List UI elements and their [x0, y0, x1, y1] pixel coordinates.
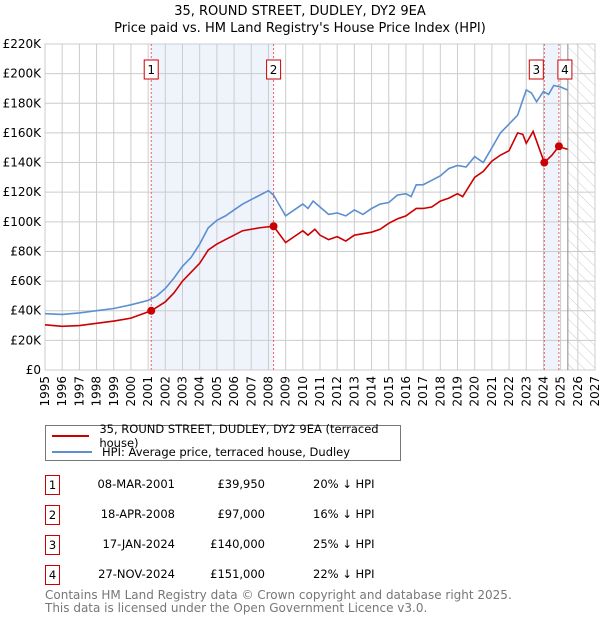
sale-hpi-diff: 25% ↓ HPI	[313, 537, 375, 551]
sale-number: 1	[45, 475, 60, 495]
x-tick-label: 2014	[365, 376, 379, 407]
sale-number: 2	[45, 505, 60, 525]
x-tick-label: 2026	[571, 376, 585, 407]
x-tick-label: 2006	[227, 376, 241, 407]
x-tick-label: 2002	[158, 376, 172, 407]
x-tick-label: 2010	[296, 376, 310, 407]
x-tick-label: 1999	[107, 376, 121, 407]
y-tick-label: £160K	[3, 126, 43, 140]
legend-swatch	[52, 451, 92, 453]
sale-hpi-diff: 22% ↓ HPI	[313, 567, 375, 581]
plot-border	[44, 43, 596, 371]
y-tick-label: £60K	[10, 274, 42, 288]
legend-item-hpi: HPI: Average price, terraced house, Dudl…	[52, 444, 350, 460]
shaded-period	[151, 44, 274, 370]
x-tick-label: 2004	[193, 376, 207, 407]
x-tick-label: 2001	[141, 376, 155, 407]
x-tick-label: 2024	[536, 376, 550, 407]
sale-label-box	[266, 59, 282, 80]
legend-label: HPI: Average price, terraced house, Dudl…	[102, 445, 351, 459]
y-tick-label: £80K	[10, 244, 42, 258]
y-tick-label: £0	[26, 363, 41, 377]
x-tick-label: 2005	[210, 376, 224, 407]
chart-title: 35, ROUND STREET, DUDLEY, DY2 9EA	[174, 4, 426, 19]
x-tick-label: 2013	[347, 376, 361, 407]
x-tick-label: 2022	[502, 376, 516, 407]
sale-date: 27-NOV-2024	[98, 567, 175, 581]
sale-point	[540, 158, 549, 167]
x-tick-label: 2016	[399, 376, 413, 407]
sale-label-box	[557, 59, 573, 80]
sale-label-box	[528, 59, 544, 80]
x-tick-label: 2025	[554, 376, 568, 407]
x-tick-label: 2000	[124, 376, 138, 407]
sale-price: £39,950	[217, 477, 265, 491]
sale-date: 17-JAN-2024	[102, 537, 176, 551]
sale-row: 3 17-JAN-2024 £140,000 25% ↓ HPI	[45, 535, 445, 555]
shaded-period	[544, 44, 559, 370]
legend-swatch	[52, 435, 90, 437]
y-tick-label: £20K	[10, 333, 42, 347]
x-tick-label: 1998	[90, 376, 104, 407]
x-tick-label: 2009	[279, 376, 293, 407]
x-tick-label: 1995	[38, 376, 52, 407]
x-tick-label: 2018	[433, 376, 447, 407]
footer-copyright: Contains HM Land Registry data © Crown c…	[45, 588, 512, 602]
x-tick-label: 2017	[416, 376, 430, 407]
y-tick-label: £120K	[3, 185, 43, 199]
legend-label: 35, ROUND STREET, DUDLEY, DY2 9EA (terra…	[99, 422, 379, 450]
y-tick-label: £180K	[3, 96, 43, 110]
footer-licence: This data is licensed under the Open Gov…	[45, 601, 428, 615]
hpi-line	[44, 84, 568, 316]
x-tick-label: 1997	[72, 376, 86, 407]
sale-price: £140,000	[210, 537, 265, 551]
y-tick-label: £200K	[3, 67, 43, 81]
sale-date: 18-APR-2008	[100, 507, 175, 521]
x-tick-label: 2021	[485, 376, 499, 407]
x-tick-label: 1996	[55, 376, 69, 407]
x-tick-label: 2012	[330, 376, 344, 407]
chart-subtitle: Price paid vs. HM Land Registry's House …	[114, 21, 486, 36]
sale-number: 3	[45, 535, 60, 555]
legend: 35, ROUND STREET, DUDLEY, DY2 9EA (terra…	[45, 422, 401, 461]
sale-point	[269, 222, 278, 231]
sale-label: 2	[270, 63, 278, 77]
sale-hpi-diff: 16% ↓ HPI	[313, 507, 375, 521]
forecast-hatch	[567, 44, 595, 370]
y-tick-label: £140K	[3, 156, 43, 170]
y-tick-label: £100K	[3, 215, 43, 229]
sale-point	[147, 306, 156, 315]
x-tick-label: 2027	[588, 376, 600, 407]
x-tick-label: 2008	[261, 376, 275, 407]
sale-price: £151,000	[210, 567, 265, 581]
sale-row: 2 18-APR-2008 £97,000 16% ↓ HPI	[45, 505, 445, 525]
sale-number: 4	[45, 565, 60, 585]
price-paid-line	[44, 129, 568, 328]
sale-label-box	[143, 59, 159, 80]
y-tick-label: £220K	[3, 37, 43, 51]
y-tick-label: £40K	[10, 304, 42, 318]
x-tick-label: 2011	[313, 376, 327, 407]
sale-label: 1	[147, 63, 155, 77]
sale-hpi-diff: 20% ↓ HPI	[313, 477, 375, 491]
sale-point	[554, 142, 563, 151]
x-tick-label: 2015	[382, 376, 396, 407]
sale-row: 4 27-NOV-2024 £151,000 22% ↓ HPI	[45, 565, 445, 585]
x-tick-label: 2019	[451, 376, 465, 407]
price-chart: 1995 1996 1997 1998 1999 2000 2001 2002 2003 2004…	[3, 37, 600, 407]
sale-label: 4	[561, 63, 569, 77]
sale-label: 3	[532, 63, 540, 77]
sale-price: £97,000	[217, 507, 265, 521]
x-tick-label: 2003	[176, 376, 190, 407]
sale-date: 08-MAR-2001	[97, 477, 175, 491]
x-tick-label: 2007	[244, 376, 258, 407]
x-tick-label: 2023	[519, 376, 533, 407]
legend-item-property: 35, ROUND STREET, DUDLEY, DY2 9EA (terra…	[52, 422, 400, 450]
x-tick-label: 2020	[468, 376, 482, 407]
sale-row: 1 08-MAR-2001 £39,950 20% ↓ HPI	[45, 475, 445, 495]
